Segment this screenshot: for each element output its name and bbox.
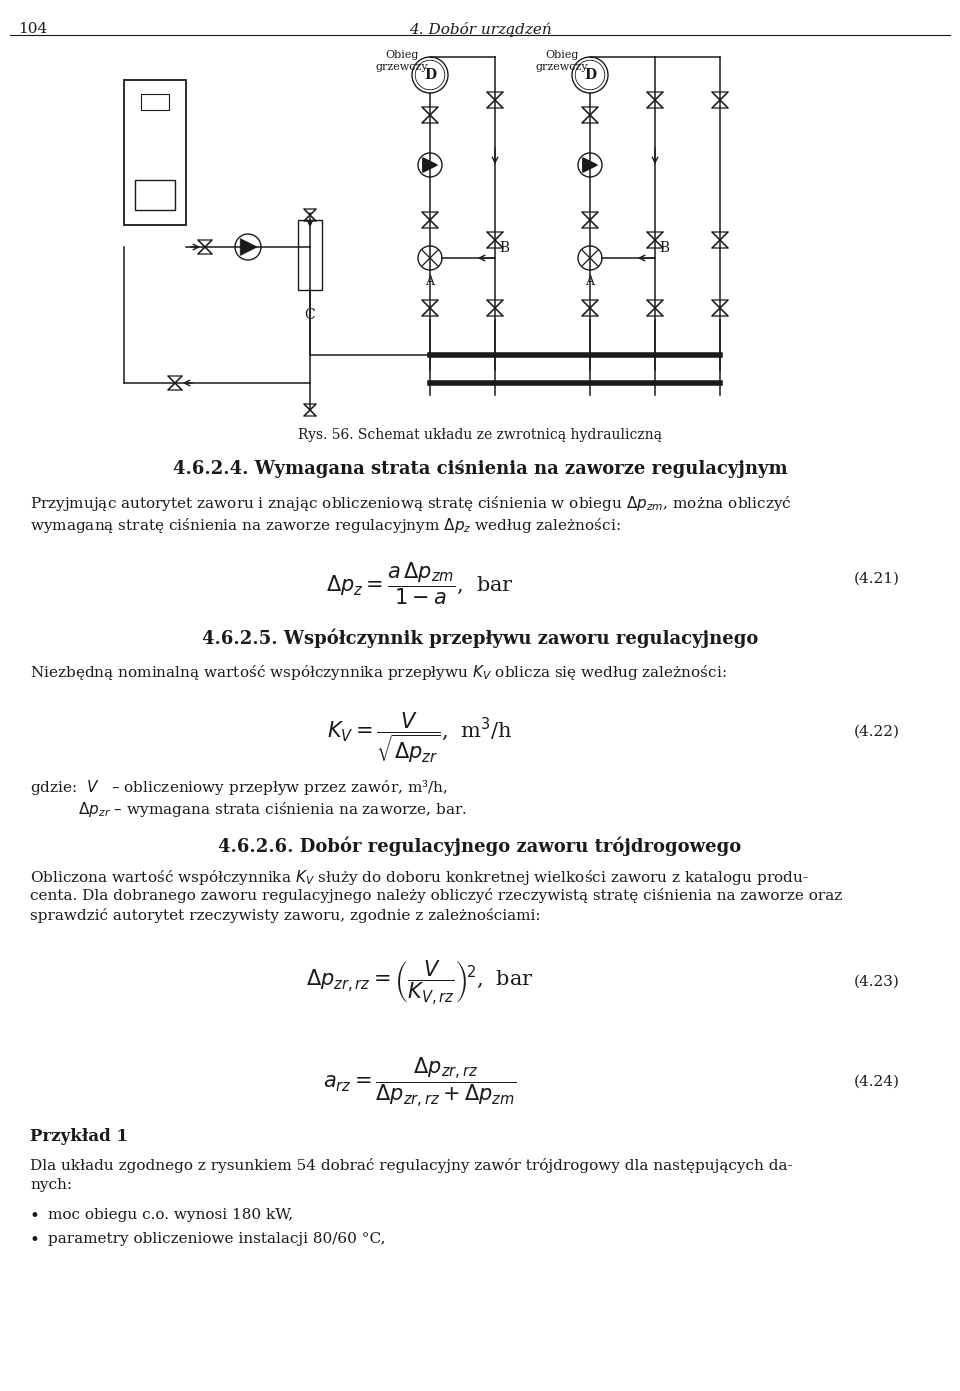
Text: gdzie:  $V$   – obliczeniowy przepływ przez zawór, m³/h,: gdzie: $V$ – obliczeniowy przepływ przez… [30, 778, 448, 797]
Text: Przyjmując autorytet zaworu i znając obliczeniową stratę ciśnienia w obiegu $\De: Przyjmując autorytet zaworu i znając obl… [30, 494, 792, 513]
Text: •: • [30, 1207, 40, 1225]
Polygon shape [422, 157, 437, 172]
Text: centa. Dla dobranego zaworu regulacyjnego należy obliczyć rzeczywistą stratę ciś: centa. Dla dobranego zaworu regulacyjneg… [30, 887, 842, 903]
Text: $K_V = \dfrac{V}{\sqrt{\Delta p_{zr}}}$,  m$^3$/h: $K_V = \dfrac{V}{\sqrt{\Delta p_{zr}}}$,… [327, 709, 513, 765]
Text: B: B [499, 241, 509, 255]
Text: Dla układu zgodnego z rysunkiem 54 dobrać regulacyjny zawór trójdrogowy dla nast: Dla układu zgodnego z rysunkiem 54 dobra… [30, 1157, 793, 1173]
Text: $\Delta p_{zr,rz} = \left(\dfrac{V}{K_{V,rz}}\right)^{\!2}$,  bar: $\Delta p_{zr,rz} = \left(\dfrac{V}{K_{V… [306, 958, 534, 1007]
Text: parametry obliczeniowe instalacji 80/60 °C,: parametry obliczeniowe instalacji 80/60 … [48, 1232, 386, 1246]
Text: Niezbędną nominalną wartość współczynnika przepływu $K_V$ oblicza się według zal: Niezbędną nominalną wartość współczynnik… [30, 664, 727, 682]
Bar [135, 179, 175, 210]
Text: Rys. 56. Schemat układu ze zwrotnicą hydrauliczną: Rys. 56. Schemat układu ze zwrotnicą hyd… [298, 428, 662, 442]
Text: Przykład 1: Przykład 1 [30, 1128, 128, 1145]
Text: 4.6.2.6. Dobór regulacyjnego zaworu trójdrogowego: 4.6.2.6. Dobór regulacyjnego zaworu trój… [218, 836, 742, 855]
Text: (4.21): (4.21) [854, 572, 900, 586]
Bar [141, 95, 169, 110]
Text: $a_{rz} = \dfrac{\Delta p_{zr,rz}}{\Delta p_{zr,rz} + \Delta p_{zm}}$: $a_{rz} = \dfrac{\Delta p_{zr,rz}}{\Delt… [324, 1054, 516, 1109]
Bar [298, 220, 322, 289]
Text: D: D [424, 68, 436, 82]
Text: sprawdzić autorytet rzeczywisty zaworu, zgodnie z zależnościami:: sprawdzić autorytet rzeczywisty zaworu, … [30, 908, 540, 924]
Polygon shape [240, 238, 257, 256]
Text: B: B [659, 241, 669, 255]
Bar [124, 81, 186, 225]
Text: (4.22): (4.22) [854, 725, 900, 739]
Text: A: A [425, 275, 435, 288]
Text: moc obiegu c.o. wynosi 180 kW,: moc obiegu c.o. wynosi 180 kW, [48, 1207, 293, 1223]
Text: $\Delta p_z = \dfrac{a\,\Delta p_{zm}}{1 - a}$,  bar: $\Delta p_z = \dfrac{a\,\Delta p_{zm}}{1… [326, 561, 514, 606]
Text: (4.24): (4.24) [854, 1075, 900, 1089]
Text: 4. Dobór urządzeń: 4. Dobór urządzeń [409, 22, 551, 38]
Text: A: A [586, 275, 594, 288]
Text: •: • [30, 1232, 40, 1249]
Text: C: C [304, 307, 315, 321]
Text: Obieg
grzewczy: Obieg grzewczy [536, 50, 588, 71]
Text: 4.6.2.4. Wymagana strata ciśnienia na zaworze regulacyjnym: 4.6.2.4. Wymagana strata ciśnienia na za… [173, 460, 787, 479]
Text: Obliczona wartość współczynnika $K_V$ służy do doboru konkretnej wielkości zawor: Obliczona wartość współczynnika $K_V$ sł… [30, 868, 808, 887]
Text: 104: 104 [18, 22, 47, 36]
Text: (4.23): (4.23) [854, 975, 900, 989]
Text: nych:: nych: [30, 1178, 72, 1192]
Text: Obieg
grzewczy: Obieg grzewczy [375, 50, 428, 71]
Text: D: D [584, 68, 596, 82]
Text: wymaganą stratę ciśnienia na zaworze regulacyjnym $\Delta p_z$ według zależności: wymaganą stratę ciśnienia na zaworze reg… [30, 516, 621, 536]
Text: 4.6.2.5. Współczynnik przepływu zaworu regulacyjnego: 4.6.2.5. Współczynnik przepływu zaworu r… [202, 627, 758, 647]
Polygon shape [583, 157, 597, 172]
Text: $\Delta p_{zr}$ – wymagana strata ciśnienia na zaworze, bar.: $\Delta p_{zr}$ – wymagana strata ciśnie… [30, 800, 467, 819]
